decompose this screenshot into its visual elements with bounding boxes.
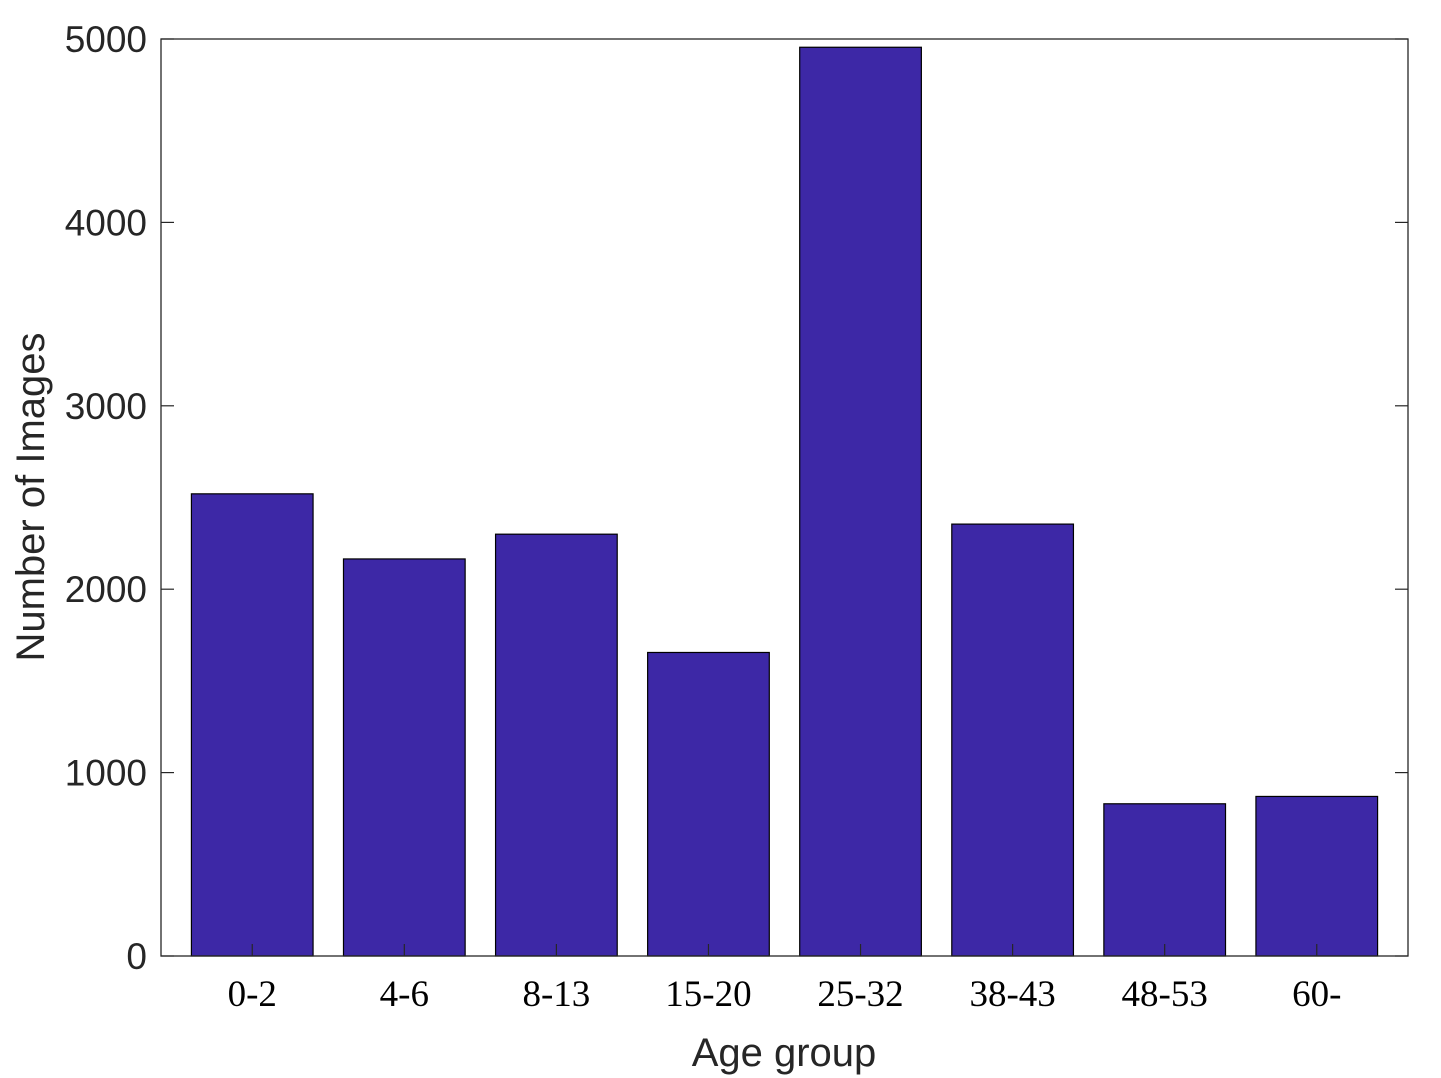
x-tick-labels-group: 0-2 4-6 8-13 15-20 25-32 38-43 48-53 60- — [228, 944, 1341, 1015]
x-tick-label: 38-43 — [969, 974, 1055, 1015]
y-tick-label: 1000 — [65, 753, 147, 794]
bar-48-53 — [1103, 803, 1227, 957]
x-tick-label: 4-6 — [380, 974, 429, 1015]
x-tick-label: 25-32 — [817, 974, 903, 1015]
plot-frame — [160, 38, 1409, 957]
bar-60- — [1255, 795, 1379, 957]
x-axis-label: Age group — [692, 1031, 877, 1075]
bar-4-6 — [342, 558, 466, 957]
bar-15-20 — [647, 651, 770, 957]
y-tick-label: 5000 — [65, 19, 147, 60]
bar-25-32 — [799, 46, 922, 957]
x-tick-label: 48-53 — [1122, 974, 1208, 1015]
y-tick-label: 4000 — [65, 202, 147, 243]
bar-8-13 — [494, 533, 618, 957]
y-tick-label: 3000 — [65, 386, 147, 427]
bar-0-2 — [190, 493, 314, 957]
x-tick-label: 15-20 — [665, 974, 751, 1015]
x-tick-label: 60- — [1292, 974, 1341, 1015]
y-axis-label: Number of Images — [9, 332, 53, 661]
y-ticks-group: 0 1000 2000 3000 4000 5000 — [65, 19, 1408, 977]
y-tick-label: 2000 — [65, 569, 147, 610]
x-tick-label: 8-13 — [522, 974, 590, 1015]
bars-group — [190, 46, 1379, 957]
y-tick-label: 0 — [126, 936, 147, 977]
bar-38-43 — [951, 523, 1075, 957]
x-tick-label: 0-2 — [228, 974, 277, 1015]
